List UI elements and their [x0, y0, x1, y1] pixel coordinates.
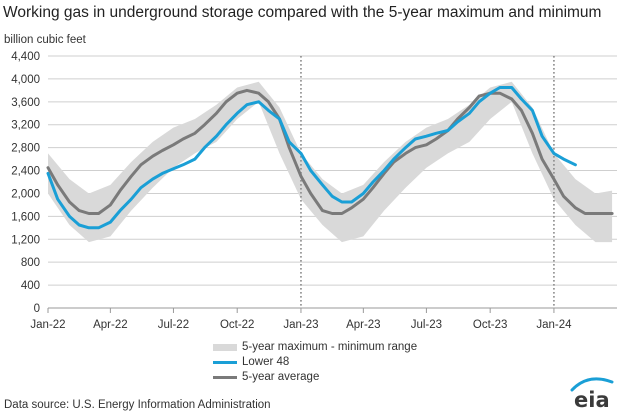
y-tick-label: 4,000 — [11, 74, 40, 86]
y-tick-label: 400 — [21, 280, 40, 292]
y-tick-label: 800 — [21, 257, 40, 269]
x-tick-label: Jul-23 — [411, 319, 442, 331]
x-tick-label: Jan-22 — [30, 319, 65, 331]
y-tick-label: 3,600 — [11, 97, 40, 109]
legend: 5-year maximum - minimum range Lower 48 … — [213, 340, 417, 385]
series-line-average — [46, 88, 614, 215]
x-tick-label: Jan-24 — [536, 319, 572, 331]
legend-label-lower48: Lower 48 — [242, 356, 290, 368]
y-tick-label: 1,600 — [11, 211, 40, 223]
legend-item-average: 5-year average — [213, 370, 417, 385]
eia-logo-text: eia — [574, 388, 610, 411]
x-tick-label: Oct-23 — [473, 319, 508, 331]
legend-item-lower48: Lower 48 — [213, 355, 417, 370]
range-band — [48, 81, 613, 243]
legend-item-range: 5-year maximum - minimum range — [213, 340, 417, 355]
y-tick-label: 0 — [34, 303, 40, 315]
chart-title: Working gas in underground storage compa… — [3, 4, 602, 21]
x-tick-label: Apr-22 — [93, 319, 128, 331]
y-tick-label: 2,000 — [11, 188, 40, 200]
legend-label-average: 5-year average — [242, 371, 320, 383]
eia-logo: eia — [570, 377, 614, 411]
legend-swatch-range — [213, 344, 237, 351]
legend-swatch-lower48 — [213, 361, 237, 364]
legend-label-range: 5-year maximum - minimum range — [242, 341, 418, 353]
data-source: Data source: U.S. Energy Information Adm… — [4, 399, 271, 411]
x-tick-label: Jul-22 — [158, 319, 189, 331]
chart-plot: 0 400 800 1,200 1,600 2,000 2,400 2,800 3,200 3,6… — [11, 51, 617, 331]
y-axis-unit-label: billion cubic feet — [4, 34, 86, 46]
y-tick-label: 2,400 — [11, 166, 40, 178]
x-tick-label: Apr-23 — [346, 319, 381, 331]
eia-logo-arc-icon — [570, 377, 614, 392]
x-tick-label: Jan-23 — [283, 319, 318, 331]
legend-swatch-average — [213, 376, 237, 379]
y-tick-label: 4,400 — [11, 51, 40, 63]
y-tick-label: 2,800 — [11, 143, 40, 155]
x-tick-label: Oct-22 — [220, 319, 255, 331]
y-tick-label: 3,200 — [11, 120, 40, 132]
y-tick-label: 1,200 — [11, 234, 40, 246]
series-line-lower48 — [46, 86, 577, 230]
